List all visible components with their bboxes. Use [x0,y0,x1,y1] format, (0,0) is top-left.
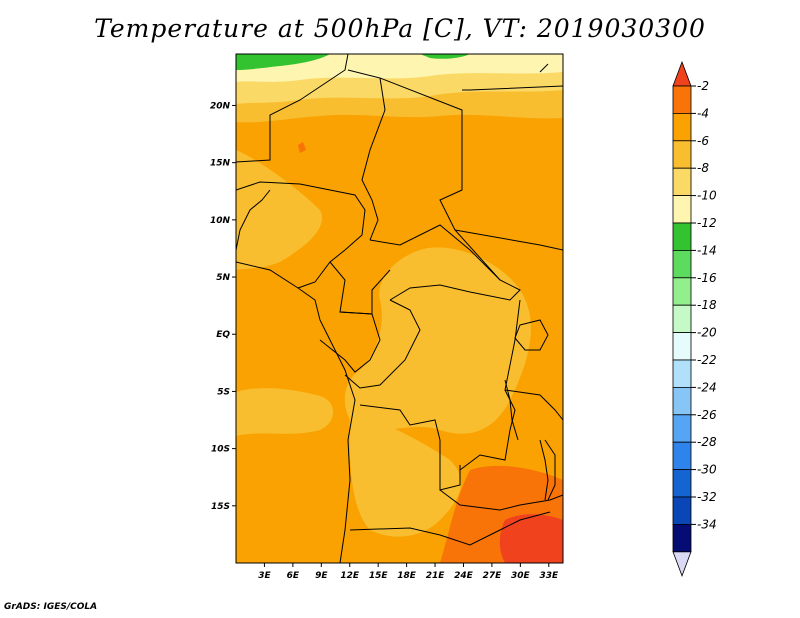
border-mozambique [544,439,556,501]
field-central-8b [349,410,461,537]
colorbar-label: -20 [697,326,717,340]
lat-tick-label: 10S [211,445,230,455]
colorbar-swatch [672,140,692,169]
colorbar-label: -28 [697,435,717,449]
colorbar-swatch [672,496,692,525]
field-southeast-2 [499,514,563,563]
colorbar-label: -16 [697,271,717,285]
map-title: Temperature at 500hPa [C], VT: 201903030… [94,14,706,43]
lake-malawi [539,439,549,501]
border-zimbabwe [439,511,551,546]
lat-tick-label: 10N [210,216,231,226]
colorbar-label: -4 [697,106,709,120]
border-drc [344,299,421,389]
border-egypt-sudan [462,85,563,91]
lat-tick-label: 5S [217,387,230,397]
lon-tick-label: 33E [539,571,559,581]
colorbar-label: -8 [697,161,709,175]
lon-tick-label: 15E [369,571,389,581]
border-niger-chad [347,69,386,241]
colorbar-swatch [672,113,692,142]
lon-tick-label: 18E [397,571,417,581]
colorbar-label: -6 [697,134,709,148]
colorbar-swatch [672,332,692,361]
border-angola [359,404,461,491]
colorbar-label: -32 [697,490,717,504]
border-algeria-libya [236,54,349,163]
border-car [369,224,521,301]
lon-tick-label: 27E [483,571,503,581]
colorbar-swatch [672,359,692,388]
lat-tick-label: 20N [210,101,231,111]
temperature-field [236,54,563,563]
border-south-sudan [454,229,563,251]
border-libya-egypt [379,77,501,281]
lon-tick-label: 9E [315,571,328,581]
colorbar-label: -26 [697,408,717,422]
colorbar-swatch [672,524,692,553]
colorbar-label: -18 [697,298,717,312]
field-band-north-14b [420,54,470,59]
colorbar-swatch [672,85,692,114]
coastline-guinea [236,189,271,262]
colorbar: -2 -4 -6 -8 -10 -12 -14 -16 -18 -20 -22 -24 -26 -28 -3… [672,60,717,577]
colorbar-swatch [672,167,692,196]
colorbar-swatch [672,304,692,334]
border-zambia [439,489,563,511]
lat-tick-label: EQ [216,330,230,340]
colorbar-swatch [672,469,692,498]
lon-tick-label: 21E [426,571,446,581]
colorbar-label: -2 [697,79,709,93]
grads-credit: GrADS: IGES/COLA [4,602,98,612]
coastline-west [236,261,356,563]
colorbar-label: -30 [697,463,717,477]
colorbar-swatch [672,277,692,306]
lat-tick-label: 5N [216,273,230,283]
lat-tick-label: 15S [211,502,230,512]
field-spot-2 [298,142,306,153]
border-nigeria [236,181,366,289]
colorbar-swatch [672,414,692,443]
colorbar-label: -22 [697,353,717,367]
colorbar-swatch [672,222,692,251]
lon-tick-label: 6E [287,571,300,581]
colorbar-min-triangle [672,551,692,577]
field-band-north-12 [236,54,563,82]
colorbar-swatch [672,386,692,416]
longitude-axis: 3E 6E 9E 12E 15E 18E 21E 24E 27E 30E 33E [258,563,559,581]
lon-tick-label: 24E [454,571,474,581]
lon-tick-label: 3E [258,571,271,581]
colorbar-label: -34 [697,517,717,531]
colorbar-label: -14 [697,243,717,257]
border-angola-south [349,527,441,536]
lat-tick-label: 15N [210,159,231,169]
colorbar-swatch [672,249,692,279]
colorbar-label: -12 [697,216,717,230]
field-central-8 [344,247,531,434]
lon-tick-label: 30E [511,571,531,581]
colorbar-swatch [672,441,692,471]
country-borders [236,54,563,563]
map-frame [235,53,564,564]
border-congo [319,311,381,373]
field-west-8 [236,150,322,270]
colorbar-label: -24 [697,380,717,394]
colorbar-swatch [672,195,692,224]
colorbar-label: -10 [697,189,717,203]
field-band-north-14 [236,54,330,70]
colorbar-max-triangle [672,60,692,87]
border-tanzania [504,389,563,421]
lake-tanganyika [504,379,519,441]
field-west-south-8 [236,388,334,436]
lon-tick-label: 12E [340,571,360,581]
latitude-axis: 20N 15N 10N 5N EQ 5S 10S 15S [210,101,236,512]
nile-delta [539,63,549,73]
lake-victoria [514,319,549,351]
